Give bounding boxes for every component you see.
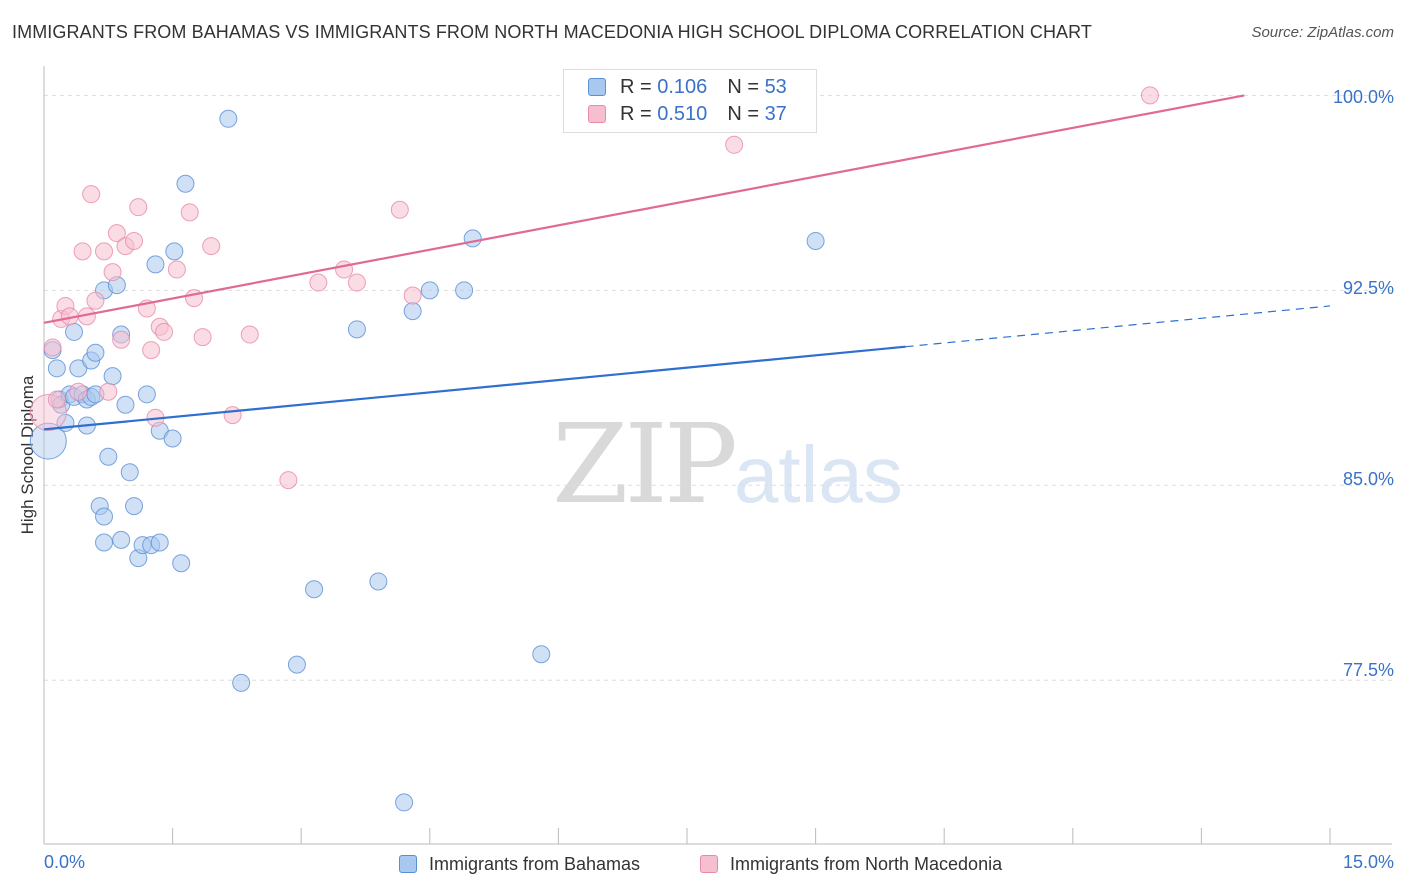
north-macedonia-point (202, 237, 221, 256)
bahamas-point (86, 343, 105, 362)
bahamas-point (125, 497, 144, 516)
north-macedonia-point (725, 135, 744, 154)
north-macedonia-point (180, 203, 199, 222)
legend-swatch-pink (588, 105, 606, 123)
watermark-atlas: atlas (733, 430, 903, 519)
watermark-zip: ZIP (552, 400, 738, 528)
bahamas-point (112, 530, 131, 549)
bahamas-point (172, 554, 191, 573)
bahamas-point (232, 673, 251, 692)
north-macedonia-point (107, 224, 126, 243)
north-macedonia-point (112, 330, 131, 349)
bahamas-point (116, 395, 135, 414)
north-macedonia-point (167, 260, 186, 279)
north-macedonia-point (99, 382, 118, 401)
x-tick-label-min: 0.0% (44, 852, 86, 872)
bahamas-point (29, 422, 67, 460)
bahamas-point (806, 231, 825, 250)
north-macedonia-point (347, 273, 366, 292)
north-macedonia-point (309, 273, 328, 292)
north-macedonia-point (73, 242, 92, 261)
bahamas-point (305, 580, 324, 599)
bottom-legend-bahamas: Immigrants from Bahamas (399, 852, 640, 876)
bahamas-point (369, 572, 388, 591)
bottom-legend-label: Immigrants from North Macedonia (730, 853, 1003, 874)
bahamas-point (137, 385, 156, 404)
bahamas-point (120, 463, 139, 482)
bahamas-trend-line (43, 345, 906, 431)
north-macedonia-point (47, 390, 66, 409)
legend-row-north-macedonia: R = 0.510 N = 37 (588, 102, 787, 126)
north-macedonia-point (103, 263, 122, 282)
legend-r-value: 0.510 (657, 102, 708, 125)
bahamas-point (347, 320, 366, 339)
bottom-legend-swatch-pink (700, 855, 718, 873)
north-macedonia-trend-line (43, 94, 1245, 324)
y-tick-label-100: 100.0% (1332, 87, 1394, 107)
bahamas-point (95, 507, 114, 526)
legend-r-label: R = (620, 75, 652, 98)
north-macedonia-point (193, 328, 212, 347)
bahamas-point (146, 255, 165, 274)
north-macedonia-point (1140, 86, 1159, 105)
bottom-legend-swatch-blue (399, 855, 417, 873)
legend-r-label: R = (620, 102, 652, 125)
bahamas-point (395, 793, 414, 812)
legend-n-value: 37 (764, 102, 787, 125)
bahamas-point (103, 367, 122, 386)
bahamas-point (532, 645, 551, 664)
north-macedonia-point (223, 406, 242, 425)
bahamas-point (163, 429, 182, 448)
bahamas-point (287, 655, 306, 674)
north-macedonia-point (390, 200, 409, 219)
bahamas-point (99, 447, 118, 466)
source-label: Source: ZipAtlas.com (1251, 24, 1394, 41)
y-tick-label-92-5: 92.5% (1342, 278, 1394, 298)
bahamas-point (455, 281, 474, 300)
north-macedonia-point (335, 260, 354, 279)
legend-n-label: N = (727, 102, 759, 125)
north-macedonia-point (142, 341, 161, 360)
y-tick-label-77-5: 77.5% (1342, 660, 1394, 680)
north-macedonia-point (86, 291, 105, 310)
bottom-legend-label: Immigrants from Bahamas (429, 853, 641, 874)
north-macedonia-point (95, 242, 114, 261)
bahamas-point (463, 229, 482, 248)
legend-row-bahamas: R = 0.106 N = 53 (588, 75, 787, 99)
north-macedonia-point (125, 231, 144, 250)
north-macedonia-point (43, 338, 62, 357)
watermark: ZIPatlas (552, 400, 903, 528)
correlation-legend: R = 0.106 N = 53 R = 0.510 N = 37 (563, 69, 817, 133)
legend-n-label: N = (727, 75, 759, 98)
north-macedonia-point (155, 322, 174, 341)
north-macedonia-point (240, 325, 259, 344)
north-macedonia-point (403, 286, 422, 305)
bahamas-point (150, 533, 169, 552)
x-tick-label-max: 15.0% (1342, 852, 1394, 872)
bahamas-point (403, 302, 422, 321)
north-macedonia-point (279, 471, 298, 490)
bahamas-point (219, 109, 238, 128)
bahamas-trend-line-dashed (905, 305, 1331, 348)
chart-title: IMMIGRANTS FROM BAHAMAS VS IMMIGRANTS FR… (12, 22, 1093, 42)
bahamas-point (95, 533, 114, 552)
bahamas-point (176, 174, 195, 193)
legend-r-value: 0.106 (657, 75, 708, 98)
bahamas-point (65, 322, 84, 341)
legend-swatch-blue (588, 78, 606, 96)
bahamas-point (420, 281, 439, 300)
legend-n-value: 53 (764, 75, 787, 98)
bahamas-point (165, 242, 184, 261)
bottom-legend-north-macedonia: Immigrants from North Macedonia (700, 852, 1002, 876)
north-macedonia-point (129, 198, 148, 217)
north-macedonia-point (82, 185, 101, 204)
y-tick-label-85: 85.0% (1342, 469, 1394, 489)
north-macedonia-point (69, 382, 88, 401)
bahamas-point (47, 359, 66, 378)
